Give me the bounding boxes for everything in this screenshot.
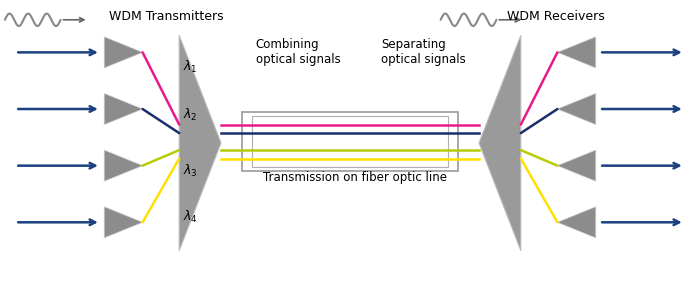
Bar — [242, 112, 458, 171]
Polygon shape — [557, 207, 596, 238]
Polygon shape — [557, 94, 596, 125]
Polygon shape — [104, 207, 143, 238]
Polygon shape — [479, 35, 521, 251]
Polygon shape — [179, 35, 221, 251]
Text: WDM Transmitters: WDM Transmitters — [109, 10, 224, 23]
Bar — [253, 116, 447, 167]
Text: $\lambda_2$: $\lambda_2$ — [183, 107, 197, 123]
Polygon shape — [557, 150, 596, 181]
Polygon shape — [557, 37, 596, 68]
Text: $\lambda_4$: $\lambda_4$ — [183, 208, 197, 225]
Text: Combining
optical signals: Combining optical signals — [256, 38, 341, 66]
Text: WDM Receivers: WDM Receivers — [507, 10, 605, 23]
Text: Separating
optical signals: Separating optical signals — [382, 38, 466, 66]
Text: $\lambda_3$: $\lambda_3$ — [183, 163, 197, 179]
Polygon shape — [104, 37, 143, 68]
Polygon shape — [104, 94, 143, 125]
Text: $\lambda_1$: $\lambda_1$ — [183, 58, 197, 75]
Text: Transmission on fiber optic line: Transmission on fiber optic line — [262, 171, 447, 184]
Polygon shape — [104, 150, 143, 181]
